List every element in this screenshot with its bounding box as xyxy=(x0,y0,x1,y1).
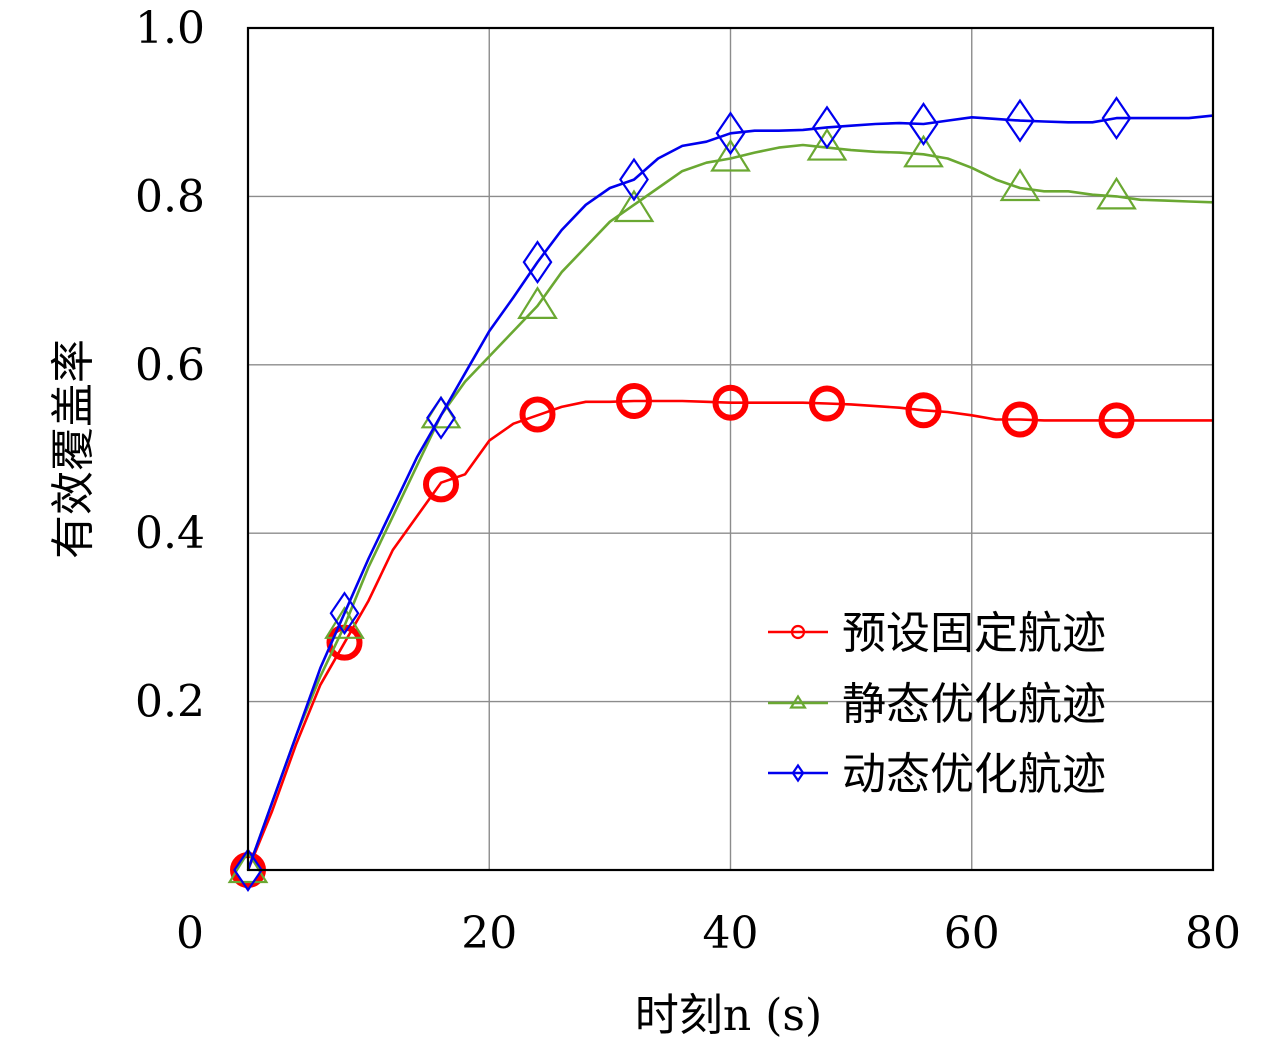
x-tick-label: 0 xyxy=(176,908,204,959)
x-tick-label: 40 xyxy=(703,908,759,959)
data-point-triangle xyxy=(613,189,655,223)
y-tick-label: 0.2 xyxy=(135,677,205,728)
data-point-triangle xyxy=(903,134,944,168)
legend-marker-triangle xyxy=(789,694,807,709)
y-axis-title: 有效覆盖率 xyxy=(48,339,99,559)
data-point-triangle xyxy=(324,606,365,639)
series-layer xyxy=(227,96,1214,892)
data-point-circle xyxy=(809,385,845,422)
data-point-circle xyxy=(519,396,556,433)
legend-label: 预设固定航迹 xyxy=(842,608,1106,659)
data-point-triangle xyxy=(420,395,462,429)
data-point-diamond xyxy=(1005,98,1035,143)
data-point-circle xyxy=(712,384,749,421)
x-tick-label: 20 xyxy=(461,908,517,959)
data-point-diamond xyxy=(426,395,456,440)
legend-marker-diamond xyxy=(791,763,805,783)
data-point-circle xyxy=(905,392,942,429)
legend-entry: 静态优化航迹 xyxy=(768,679,1106,730)
data-point-diamond xyxy=(522,240,553,285)
series-line xyxy=(246,143,1214,871)
series-3 xyxy=(233,96,1214,892)
data-point-triangle xyxy=(1096,176,1137,210)
data-point-triangle xyxy=(517,286,558,319)
legend-entry: 动态优化航迹 xyxy=(768,749,1106,800)
legend-label: 静态优化航迹 xyxy=(842,679,1106,730)
data-point-triangle xyxy=(999,168,1041,202)
y-axis-ticks: 0.2 0.4 0.6 0.8 1.0 xyxy=(135,3,205,728)
x-tick-label: 60 xyxy=(944,908,1000,959)
x-axis-ticks: 0 20 40 60 80 xyxy=(176,908,1241,959)
x-axis-title: 时刻n (s) xyxy=(635,990,822,1041)
data-point-diamond xyxy=(715,111,746,156)
data-point-circle xyxy=(1098,402,1135,439)
data-point-diamond xyxy=(329,591,360,636)
data-point-triangle xyxy=(710,138,751,172)
data-point-triangle xyxy=(806,127,848,161)
legend-marker-circle xyxy=(790,624,806,640)
data-point-diamond xyxy=(619,157,649,202)
x-tick-label: 80 xyxy=(1185,908,1241,959)
data-point-circle xyxy=(1002,401,1038,438)
y-tick-label: 0.6 xyxy=(135,340,205,391)
data-point-diamond xyxy=(233,848,263,892)
data-point-diamond xyxy=(908,102,939,146)
y-tick-label: 0.4 xyxy=(135,508,205,559)
y-tick-label: 1.0 xyxy=(135,3,205,54)
y-tick-label: 0.8 xyxy=(135,171,205,222)
legend-label: 动态优化航迹 xyxy=(842,749,1106,800)
data-point-diamond xyxy=(1101,96,1132,141)
series-line xyxy=(246,399,1213,871)
data-point-triangle xyxy=(227,850,269,884)
plot-frame xyxy=(246,26,1215,872)
series-line xyxy=(246,114,1214,871)
data-point-circle xyxy=(423,466,459,503)
data-point-diamond xyxy=(812,105,842,150)
legend-entry: 预设固定航迹 xyxy=(768,608,1106,659)
data-point-circle xyxy=(616,383,652,420)
